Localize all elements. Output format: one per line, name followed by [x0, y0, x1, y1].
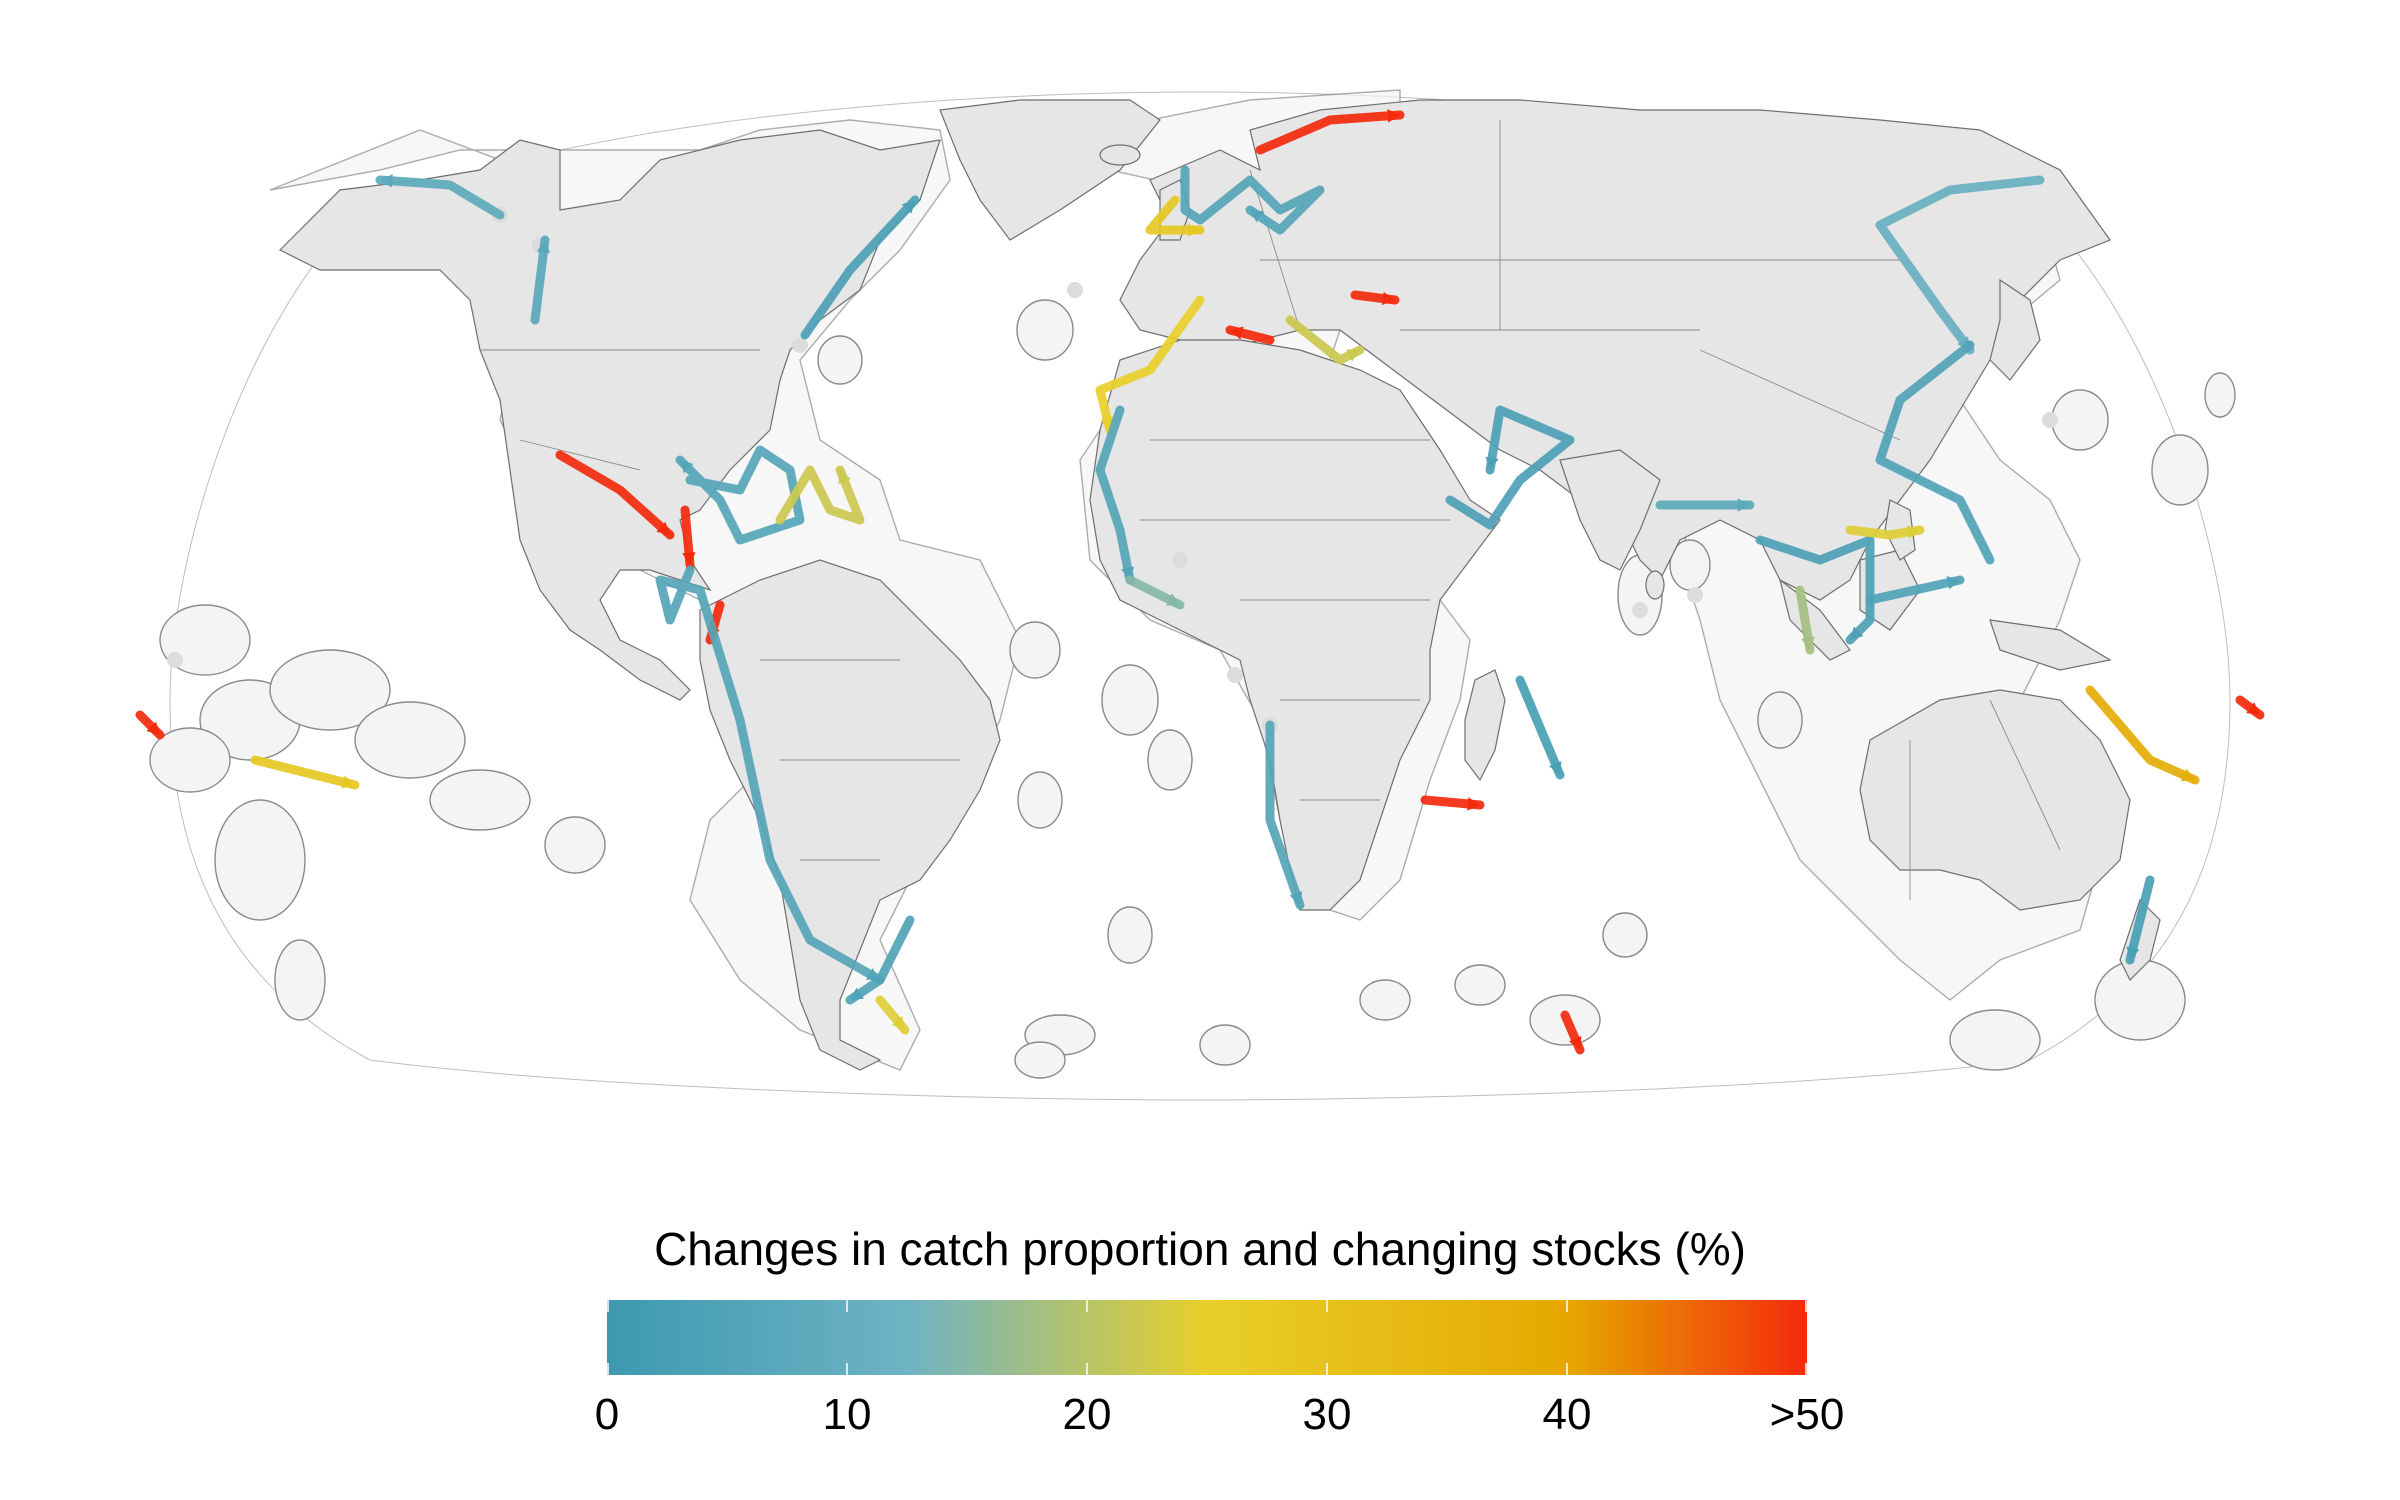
flow-arrow — [1515, 675, 1565, 780]
flow-arrowhead — [341, 775, 355, 789]
flow-arrowhead — [146, 721, 160, 735]
map-marker — [1632, 602, 1648, 618]
world-map — [135, 89, 2265, 1101]
flow-arrowhead — [1737, 498, 1750, 512]
land-masses — [278, 99, 2161, 1071]
flow-arrowhead — [1166, 593, 1180, 606]
flow-arrowhead — [901, 200, 915, 214]
flow-arrowhead — [680, 460, 694, 474]
flow-arrowhead — [850, 987, 864, 1000]
map-marker — [1172, 552, 1188, 568]
africa-land — [1089, 339, 1501, 911]
map-marker — [1687, 587, 1703, 603]
flow-arrowhead — [1906, 525, 1920, 539]
flow-arrowhead — [380, 174, 393, 188]
flow-arrow — [1755, 535, 1875, 645]
flow-arrowhead — [1250, 210, 1264, 223]
flow-arrow — [655, 565, 885, 985]
flow-arrow — [1095, 405, 1135, 585]
colorbar-tick-10: 10 — [822, 1390, 872, 1439]
color-bar — [607, 1300, 1807, 1375]
flow-arrowhead — [1230, 326, 1244, 340]
madagascar-land — [1464, 669, 1506, 782]
flow-arrow — [1875, 175, 2045, 355]
map-marker — [2042, 412, 2058, 428]
borneo-land — [1859, 549, 1921, 631]
flow-arrowhead — [2246, 702, 2260, 715]
legend-title: Changes in catch proportion and changing… — [654, 1223, 1746, 1275]
india-land — [1559, 449, 1661, 571]
flow-arrowhead — [1289, 891, 1303, 905]
flow-arrowhead — [1568, 1036, 1582, 1050]
flow-arrow — [250, 755, 360, 790]
flow-arrow — [530, 235, 550, 325]
flow-arrow — [2085, 685, 2200, 785]
north-america-land — [278, 129, 941, 701]
australia-land — [1859, 689, 2131, 911]
globe-outline — [169, 91, 2231, 1101]
flow-arrow — [1865, 340, 1995, 605]
flow-arrow — [1180, 165, 1325, 235]
flow-arrow — [555, 450, 675, 540]
flow-arrowhead — [2126, 946, 2140, 960]
flow-arrowhead — [2181, 768, 2195, 782]
flow-arrow — [1145, 195, 1205, 235]
flow-arrowhead — [1549, 761, 1562, 775]
flow-arrowhead — [1946, 576, 1960, 590]
flow-arrowhead — [891, 1016, 905, 1030]
flow-arrow — [800, 195, 920, 340]
flow-arrow — [1255, 110, 1405, 155]
flow-arrow — [1095, 295, 1205, 435]
greenland-land — [939, 99, 1161, 241]
flow-arrow — [375, 175, 505, 220]
map-marker — [1067, 282, 1083, 298]
flow-arrowhead — [1381, 291, 1395, 306]
color-bar-ticks — [607, 1300, 1807, 1375]
flow-arrow — [1265, 720, 1305, 910]
colorbar-tick-20: 20 — [1062, 1390, 1112, 1439]
flow-arrow — [775, 465, 865, 525]
flow-arrowhead — [1467, 797, 1480, 811]
flow-arrowhead — [1850, 626, 1864, 640]
flow-arrowhead — [536, 240, 551, 254]
flow-arrow — [1445, 405, 1575, 530]
flow-arrowhead — [1801, 636, 1815, 650]
flow-arrow — [2125, 875, 2155, 965]
flow-arrowhead — [1187, 223, 1200, 237]
country-borders — [480, 120, 2061, 900]
color-bar-gradient — [607, 1300, 1807, 1375]
flow-arrowhead — [838, 470, 851, 484]
map-marker — [792, 337, 808, 353]
map-marker — [167, 652, 183, 668]
flow-arrowhead — [656, 521, 670, 535]
flow-arrowhead — [1485, 456, 1499, 470]
colorbar-tick-40: 40 — [1542, 1390, 1592, 1439]
flow-arrowhead — [682, 552, 696, 565]
flow-arrowhead — [1387, 109, 1400, 123]
map-marker — [1227, 667, 1243, 683]
flow-arrowhead — [1346, 349, 1360, 362]
colorbar-tick-30: 30 — [1302, 1390, 1352, 1439]
colorbar-tick-0: 0 — [594, 1390, 620, 1439]
new-guinea-land — [1989, 619, 2112, 671]
colorbar-tick-50: >50 — [1769, 1390, 1845, 1439]
japan-land — [1989, 278, 2041, 381]
